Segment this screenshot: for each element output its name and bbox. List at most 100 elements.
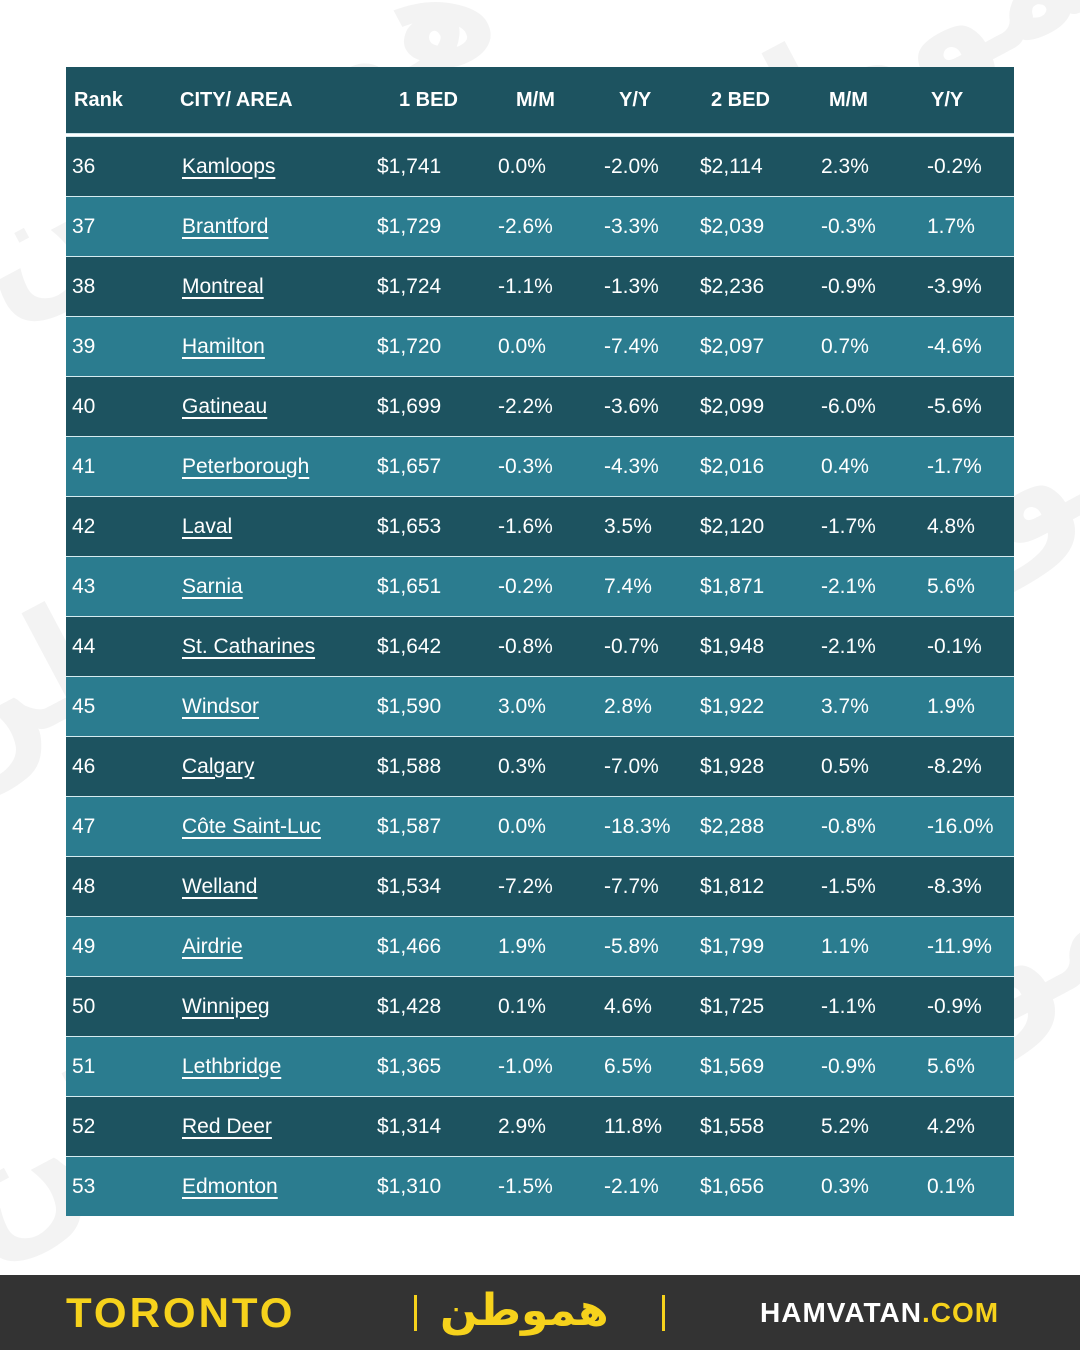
city-link[interactable]: Calgary xyxy=(182,754,255,778)
header-2bed-yy: Y/Y xyxy=(931,88,964,111)
city-link[interactable]: Côte Saint-Luc xyxy=(182,814,321,838)
city-link[interactable]: Laval xyxy=(182,514,233,538)
cell-rank: 41 xyxy=(72,454,96,478)
header-1bed-yy: Y/Y xyxy=(619,88,652,111)
city-link[interactable]: Gatineau xyxy=(182,394,268,418)
cell-rank: 39 xyxy=(72,334,96,358)
cell-2bed-mm: 0.4% xyxy=(821,454,869,478)
cell-rank: 37 xyxy=(72,214,96,238)
cell-1bed-mm: 0.0% xyxy=(498,154,546,178)
cell-2bed: $2,097 xyxy=(700,334,765,358)
table-row: 53 Edmonton $1,310 -1.5% -2.1% $1,656 0.3% 0.1% xyxy=(66,1156,1014,1216)
cell-1bed: $1,657 xyxy=(377,454,442,478)
city-link[interactable]: Lethbridge xyxy=(182,1054,282,1078)
table-row: 46 Calgary $1,588 0.3% -7.0% $1,928 0.5% -8.2% xyxy=(66,736,1014,796)
table-row: 47 Côte Saint-Luc $1,587 0.0% -18.3% $2,288 -0… xyxy=(66,796,1014,856)
city-link[interactable]: Windsor xyxy=(182,694,260,718)
cell-1bed: $1,729 xyxy=(377,214,442,238)
cell-2bed-yy: -5.6% xyxy=(927,394,982,418)
cell-1bed: $1,590 xyxy=(377,694,442,718)
cell-1bed-yy: -7.4% xyxy=(604,334,659,358)
cell-rank: 38 xyxy=(72,274,96,298)
cell-1bed-yy: -0.7% xyxy=(604,634,659,658)
cell-2bed-mm: -2.1% xyxy=(821,634,876,658)
city-link[interactable]: Peterborough xyxy=(182,454,310,478)
cell-rank: 47 xyxy=(72,814,96,838)
cell-2bed-mm: -1.7% xyxy=(821,514,876,538)
cell-2bed: $1,871 xyxy=(700,574,765,598)
cell-2bed-yy: -0.9% xyxy=(927,994,982,1018)
city-link[interactable]: Edmonton xyxy=(182,1174,278,1198)
city-link[interactable]: Brantford xyxy=(182,214,269,238)
city-link[interactable]: Sarnia xyxy=(182,574,243,598)
cell-2bed-yy: 5.6% xyxy=(927,574,975,598)
table-row: 37 Brantford $1,729 -2.6% -3.3% $2,039 -0.3% 1.… xyxy=(66,196,1014,256)
cell-1bed-mm: 0.0% xyxy=(498,814,546,838)
cell-2bed-yy: 4.8% xyxy=(927,514,975,538)
city-link[interactable]: Airdrie xyxy=(182,934,243,958)
cell-2bed-yy: -8.3% xyxy=(927,874,982,898)
header-2bed: 2 BED xyxy=(711,88,770,111)
cell-2bed-yy: -3.9% xyxy=(927,274,982,298)
cell-rank: 50 xyxy=(72,994,96,1018)
header-1bed: 1 BED xyxy=(399,88,458,111)
cell-rank: 44 xyxy=(72,634,96,658)
cell-2bed-mm: -6.0% xyxy=(821,394,876,418)
cell-1bed-yy: 11.8% xyxy=(604,1114,662,1138)
cell-2bed-mm: 2.3% xyxy=(821,154,869,178)
footer-website[interactable]: HAMVATAN.COM xyxy=(760,1297,999,1329)
cell-rank: 43 xyxy=(72,574,96,598)
cell-2bed: $1,558 xyxy=(700,1114,765,1138)
footer-divider-right xyxy=(662,1295,665,1331)
header-rank: Rank xyxy=(74,88,123,111)
cell-2bed-yy: -8.2% xyxy=(927,754,982,778)
table-row: 40 Gatineau $1,699 -2.2% -3.6% $2,099 -6.0% -5.… xyxy=(66,376,1014,436)
city-link[interactable]: Montreal xyxy=(182,274,264,298)
cell-2bed: $1,812 xyxy=(700,874,765,898)
table-row: 45 Windsor $1,590 3.0% 2.8% $1,922 3.7% 1.9% xyxy=(66,676,1014,736)
cell-rank: 45 xyxy=(72,694,96,718)
cell-2bed-yy: -11.9% xyxy=(927,934,992,958)
city-link[interactable]: Welland xyxy=(182,874,258,898)
cell-2bed-mm: -0.8% xyxy=(821,814,876,838)
cell-1bed-mm: -7.2% xyxy=(498,874,553,898)
cell-1bed-mm: -0.3% xyxy=(498,454,553,478)
table-row: 42 Laval $1,653 -1.6% 3.5% $2,120 -1.7% 4.8% xyxy=(66,496,1014,556)
cell-2bed: $2,016 xyxy=(700,454,765,478)
cell-1bed-mm: 0.0% xyxy=(498,334,546,358)
cell-2bed: $2,114 xyxy=(700,154,763,178)
city-link[interactable]: Red Deer xyxy=(182,1114,272,1138)
cell-rank: 51 xyxy=(72,1054,96,1078)
cell-1bed-mm: 1.9% xyxy=(498,934,546,958)
city-link[interactable]: Winnipeg xyxy=(182,994,270,1018)
cell-1bed-yy: -4.3% xyxy=(604,454,659,478)
cell-1bed-yy: -2.0% xyxy=(604,154,659,178)
cell-1bed: $1,365 xyxy=(377,1054,442,1078)
footer-city: TORONTO xyxy=(66,1289,296,1336)
cell-1bed-yy: 3.5% xyxy=(604,514,652,538)
rent-ranking-table: Rank CITY/ AREA 1 BED M/M Y/Y 2 BED M/M … xyxy=(66,67,1014,1216)
city-link[interactable]: St. Catharines xyxy=(182,634,316,658)
header-1bed-mm: M/M xyxy=(516,88,555,111)
cell-rank: 42 xyxy=(72,514,96,538)
cell-1bed-mm: -1.1% xyxy=(498,274,553,298)
cell-1bed-yy: -3.6% xyxy=(604,394,659,418)
cell-2bed: $2,099 xyxy=(700,394,765,418)
cell-rank: 53 xyxy=(72,1174,96,1198)
header-gap xyxy=(66,134,1014,136)
cell-2bed-yy: 0.1% xyxy=(927,1174,975,1198)
cell-2bed-mm: 0.5% xyxy=(821,754,869,778)
cell-1bed-yy: 4.6% xyxy=(604,994,652,1018)
cell-1bed-mm: -0.8% xyxy=(498,634,553,658)
cell-2bed-mm: -1.5% xyxy=(821,874,876,898)
city-link[interactable]: Kamloops xyxy=(182,154,276,178)
cell-2bed-mm: -0.9% xyxy=(821,274,876,298)
cell-2bed-mm: 5.2% xyxy=(821,1114,869,1138)
city-link[interactable]: Hamilton xyxy=(182,334,265,358)
cell-2bed: $2,288 xyxy=(700,814,765,838)
cell-2bed-mm: -0.9% xyxy=(821,1054,876,1078)
cell-rank: 49 xyxy=(72,934,96,958)
cell-1bed-mm: -2.6% xyxy=(498,214,553,238)
cell-1bed-yy: -7.7% xyxy=(604,874,659,898)
cell-1bed-mm: -1.6% xyxy=(498,514,553,538)
